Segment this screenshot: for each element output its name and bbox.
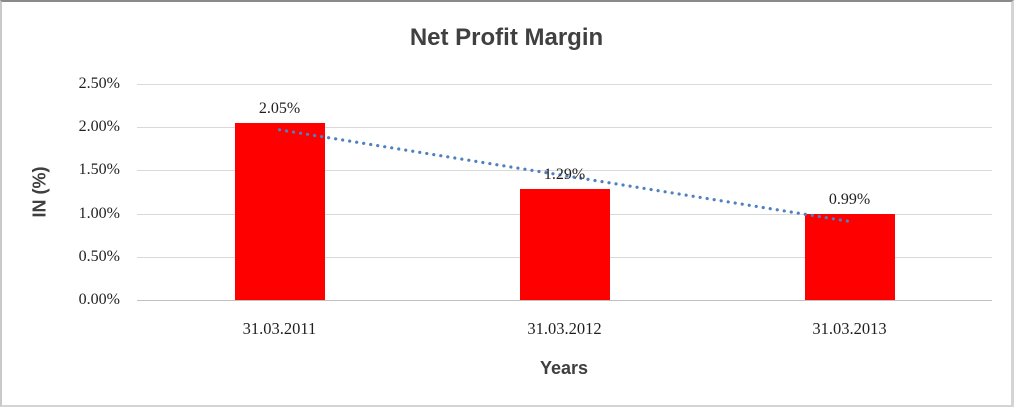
- y-tick-label: 2.00%: [78, 118, 120, 135]
- data-label: 0.99%: [828, 191, 871, 209]
- x-tick-label: 31.03.2012: [527, 319, 602, 338]
- x-axis-line: [137, 300, 992, 301]
- data-label: 2.05%: [258, 99, 301, 117]
- y-tick-label: 0.00%: [78, 291, 120, 308]
- bar-31.03.2012: [519, 188, 610, 300]
- data-label: 1.29%: [543, 165, 586, 183]
- y-tick-label: 1.50%: [78, 161, 120, 178]
- x-tick-label: 31.03.2011: [242, 319, 317, 338]
- x-tick-label: 31.03.2013: [812, 319, 887, 338]
- gridline: [137, 127, 992, 128]
- x-axis-title: Years: [539, 358, 589, 378]
- bar-31.03.2011: [234, 122, 325, 300]
- chart-title: Net Profit Margin: [409, 24, 604, 51]
- bar-31.03.2013: [804, 214, 895, 300]
- y-tick-label: 1.00%: [78, 205, 120, 222]
- gridline: [137, 84, 992, 85]
- y-tick-label: 2.50%: [78, 75, 120, 92]
- y-tick-label: 0.50%: [78, 248, 120, 265]
